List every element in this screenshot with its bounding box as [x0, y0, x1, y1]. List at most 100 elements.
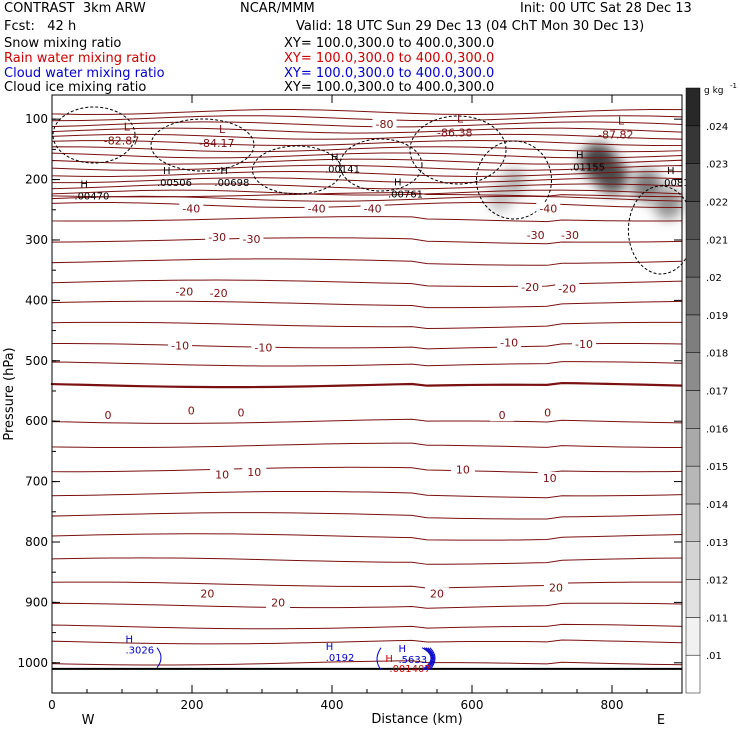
colorbar-label: .021 — [706, 235, 728, 246]
contour-label: 0 — [105, 409, 112, 422]
colorbar-segment — [685, 654, 701, 694]
contour-label-bg — [210, 468, 235, 481]
temperature-contour-line — [51, 639, 683, 645]
temperature-contour-line — [51, 152, 683, 159]
contour-label: -20 — [521, 281, 539, 294]
colorbar-segment — [685, 239, 701, 278]
cloudwater-field-name: Cloud water mixing ratio — [4, 66, 165, 81]
contour-label-bg — [251, 341, 276, 354]
colorbar-label: .014 — [706, 500, 728, 511]
west-label: W — [82, 713, 95, 728]
rain-water-high-marker: H — [385, 654, 393, 665]
cloud-water-max-value: .0192 — [326, 653, 355, 664]
contour-label-bg — [239, 232, 264, 245]
cloud-water-contour — [429, 647, 436, 671]
snow-field-name: Snow mixing ratio — [4, 36, 122, 51]
x-tick-label: 800 — [601, 698, 624, 712]
contour-label-bg — [206, 287, 231, 300]
cloud-water-contour — [425, 647, 434, 671]
cloudice-field-name: Cloud ice mixing ratio — [4, 80, 147, 95]
colorbar-segment — [685, 428, 701, 467]
temperature-contour-line — [51, 191, 683, 198]
colorbar-segment — [685, 314, 701, 353]
contour-label: 20 — [271, 596, 285, 609]
contour-label-bg — [360, 202, 385, 215]
contour-label: -40 — [182, 203, 200, 216]
cloud-water-high-marker: H — [326, 642, 334, 653]
temperature-contour-line — [51, 557, 683, 565]
cloudice-field-xy: XY= 100.0,300.0 to 400.0,300.0 — [284, 80, 495, 95]
temperature-contour-line — [51, 171, 683, 177]
colorbar-label: .013 — [706, 538, 728, 549]
snow-shading-layer — [487, 143, 683, 220]
contour-label: 10 — [543, 472, 557, 485]
x-tick-label: 400 — [321, 698, 344, 712]
y-tick-label: 800 — [25, 535, 48, 549]
temperature-contour-line — [51, 121, 683, 128]
colorbar-units-exponent: -1 — [730, 82, 737, 90]
contour-labels: -80 -40 -40 -40 -40 -30 -30 -30 -30 -20 -20 -20 -20 -… — [74, 113, 689, 675]
contour-label: 0 — [499, 409, 506, 422]
contour-label-bg — [490, 409, 515, 422]
cloud-ice-high-marker: H — [163, 166, 171, 177]
temperature-contour-line — [51, 258, 683, 266]
contour-label-bg — [523, 229, 548, 242]
contour-label: -40 — [308, 203, 326, 216]
east-label: E — [657, 713, 665, 728]
contour-label-bg — [544, 581, 568, 594]
temperature-contour-line — [51, 466, 683, 474]
temperature-contour-line — [51, 321, 683, 330]
colorbar-segment — [685, 87, 701, 127]
temperature-contours — [50, 109, 683, 670]
temperature-contour-line — [51, 115, 683, 122]
contour-label-bg — [205, 230, 230, 243]
low-value: -87.82 — [598, 128, 633, 141]
contour-label-bg — [555, 282, 580, 295]
contour-label: -20 — [175, 285, 193, 298]
colorbar-label: .024 — [706, 122, 728, 133]
colorbar-segment — [685, 541, 701, 580]
colorbar-segment — [685, 276, 701, 316]
x-tick-label: 600 — [461, 698, 484, 712]
contour-label-bg — [518, 281, 543, 294]
contour-label: -40 — [364, 203, 382, 216]
colorbar-segment — [685, 125, 701, 164]
cloud-ice-max-value: .01155 — [570, 163, 605, 174]
cloud-ice-high-marker: H — [220, 166, 228, 177]
cloud-ice-max-value: .00506 — [157, 178, 192, 189]
snow-field-xy: XY= 100.0,300.0 to 400.0,300.0 — [284, 36, 495, 51]
colorbar-label: .018 — [706, 349, 728, 360]
cloud-ice-high-marker: H — [394, 177, 402, 188]
forecast-hour: Fcst: 42 h — [4, 19, 77, 34]
cloud-ice-high-marker: H — [331, 153, 339, 164]
x-tick-label: 200 — [181, 698, 204, 712]
contour-label-bg — [537, 471, 562, 484]
contour-label: -10 — [575, 338, 593, 351]
colorbar-label: .022 — [706, 197, 728, 208]
cloud-water-contour — [376, 647, 382, 671]
cloud-water-contour — [156, 647, 162, 669]
contour-label-bg — [304, 202, 329, 215]
temperature-contour-line — [51, 237, 683, 245]
colorbar-label: .015 — [706, 462, 728, 473]
temperature-contour-line — [51, 279, 683, 287]
temperature-contour-line — [51, 216, 683, 223]
y-tick-label: 200 — [25, 173, 48, 187]
temperature-contour-line — [51, 109, 683, 116]
temperature-contour-line — [51, 183, 683, 190]
contour-label: 20 — [430, 587, 444, 600]
contour-label: 0 — [544, 407, 551, 420]
contour-label-bg — [179, 202, 204, 215]
temperature-contour-line — [51, 146, 683, 153]
cloud-ice-outline — [339, 138, 423, 192]
colorbar-label: .012 — [706, 576, 728, 587]
temperature-contour-line — [51, 581, 683, 589]
cloud-water-contour — [427, 647, 435, 671]
temperature-contour-line — [51, 300, 683, 309]
colorbar-label: .019 — [706, 311, 728, 322]
contour-label: -10 — [171, 340, 189, 353]
temperature-contour-line — [51, 361, 683, 367]
contour-label-bg — [242, 465, 267, 478]
cloud-ice-max-value: .00470 — [74, 192, 109, 203]
temperature-contour-line — [51, 490, 683, 499]
